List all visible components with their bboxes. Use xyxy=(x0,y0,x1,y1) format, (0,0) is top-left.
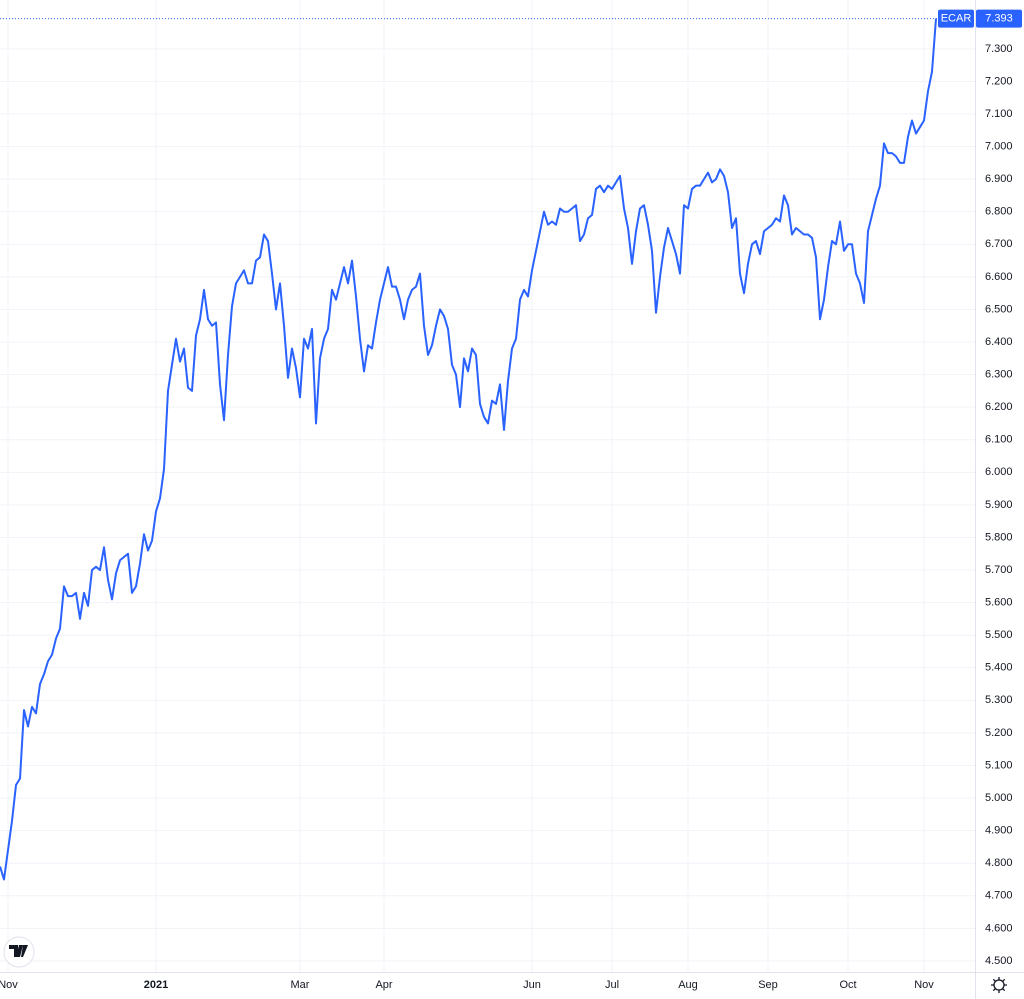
x-tick-label: Apr xyxy=(375,979,392,991)
y-tick-label: 7.300 xyxy=(985,43,1013,55)
logo xyxy=(3,936,35,968)
y-tick-label: 5.500 xyxy=(985,629,1013,641)
x-tick-label: Nov xyxy=(0,979,18,991)
x-tick-label: Sep xyxy=(758,979,778,991)
y-tick-label: 5.600 xyxy=(985,597,1013,609)
series-name-tag xyxy=(938,9,974,28)
y-tick-label: 4.600 xyxy=(985,922,1013,934)
x-tick-label: Jun xyxy=(523,979,541,991)
y-tick-label: 6.200 xyxy=(985,401,1013,413)
y-tick-label: 5.400 xyxy=(985,662,1013,674)
axes: 4.500 4.600 4.700 4.800 4.900 5.000 5.100 5.200… xyxy=(0,9,1022,991)
y-tick-label: 6.400 xyxy=(985,336,1013,348)
y-tick-label: 5.200 xyxy=(985,727,1013,739)
y-tick-label: 5.700 xyxy=(985,564,1013,576)
y-tick-label: 5.000 xyxy=(985,792,1013,804)
y-tick-label: 4.700 xyxy=(985,890,1013,902)
x-tick-label: Nov xyxy=(914,979,934,991)
y-tick-label: 6.500 xyxy=(985,303,1013,315)
plot xyxy=(0,18,975,881)
y-tick-label: 7.200 xyxy=(985,75,1013,87)
x-tick-label: Mar xyxy=(291,979,310,991)
x-tick-label: Jul xyxy=(605,979,619,991)
y-tick-label: 6.300 xyxy=(985,369,1013,381)
y-tick-label: 5.100 xyxy=(985,759,1013,771)
settings-button[interactable] xyxy=(991,977,1007,993)
logo-mark xyxy=(9,945,28,957)
last-price-label: 7.393 xyxy=(985,12,1013,24)
last-price-tag xyxy=(976,9,1022,28)
y-tick-label: 6.100 xyxy=(985,434,1013,446)
y-tick-label: 6.900 xyxy=(985,173,1013,185)
y-tick-label: 4.800 xyxy=(985,857,1013,869)
y-tick-label: 4.900 xyxy=(985,825,1013,837)
x-tick-label: Aug xyxy=(678,979,698,991)
y-tick-label: 7.100 xyxy=(985,108,1013,120)
y-tick-label: 5.800 xyxy=(985,531,1013,543)
y-tick-label: 6.600 xyxy=(985,271,1013,283)
y-tick-label: 6.800 xyxy=(985,206,1013,218)
y-tick-label: 7.000 xyxy=(985,140,1013,152)
x-tick-label: 2021 xyxy=(144,979,168,991)
price-line xyxy=(0,18,937,881)
y-tick-label: 6.000 xyxy=(985,466,1013,478)
gear-teeth xyxy=(991,977,1007,993)
y-tick-label: 5.900 xyxy=(985,499,1013,511)
x-tick-label: Oct xyxy=(839,979,856,991)
legend-entry: ECAR xyxy=(941,12,972,24)
y-tick-label: 5.300 xyxy=(985,694,1013,706)
y-tick-label: 6.700 xyxy=(985,238,1013,250)
y-tick-label: 4.500 xyxy=(985,955,1013,967)
